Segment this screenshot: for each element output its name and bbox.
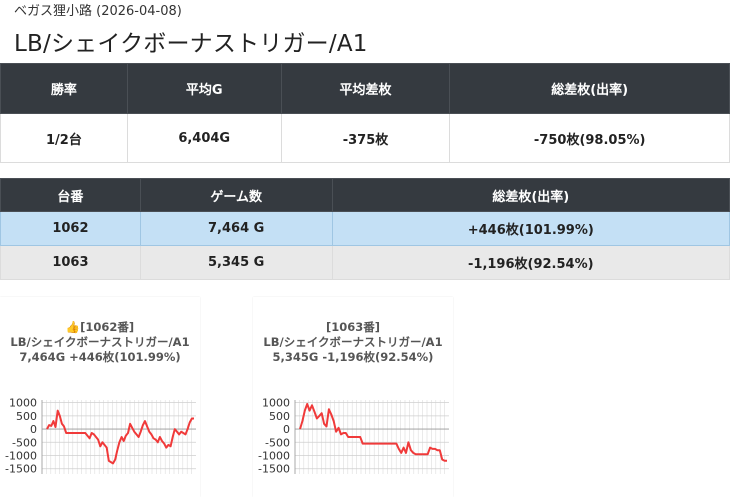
page-title: LB/シェイクボーナストリガー/A1 <box>14 31 368 57</box>
y-tick-label: 0 <box>30 423 37 436</box>
series-line <box>46 409 194 465</box>
machine-games: 5,345 G <box>139 245 333 280</box>
graph-caption: [1063番] LB/シェイクボーナストリガー/A1 5,345G -1,196… <box>253 320 453 365</box>
machine-number[interactable]: 1062 <box>0 211 141 246</box>
series-line <box>299 403 447 462</box>
table-row[interactable]: 1062 7,464 G +446枚(101.99%) <box>0 211 730 246</box>
graph-caption-stats: 5,345G -1,196枚(92.54%) <box>272 350 434 364</box>
machine-header-row: 台番 ゲーム数 総差枚(出率) <box>0 178 730 212</box>
graph-caption-machine: 👍[1062番] <box>65 320 135 334</box>
graph-caption-stats: 7,464G +446枚(101.99%) <box>19 350 181 364</box>
y-tick-label: 1000 <box>262 397 290 410</box>
machine-total: -1,196枚(92.54%) <box>331 245 730 280</box>
table-row[interactable]: 1063 5,345 G -1,196枚(92.54%) <box>0 245 730 280</box>
machine-number[interactable]: 1063 <box>0 245 141 280</box>
y-tick-label: -1000 <box>5 450 37 463</box>
graph-caption: 👍[1062番] LB/シェイクボーナストリガー/A1 7,464G +446枚… <box>0 320 200 365</box>
graph-caption-model: LB/シェイクボーナストリガー/A1 <box>10 335 190 349</box>
header-avg-diff: 平均差枚 <box>280 63 451 114</box>
header-avg-games: 平均G <box>126 63 282 114</box>
machine-table: 台番 ゲーム数 総差枚(出率) 1062 7,464 G +446枚(101.9… <box>0 178 730 280</box>
value-win-rate: 1/2台 <box>0 113 128 163</box>
header-total-diff: 総差枚(出率) <box>449 63 730 114</box>
y-tick-label: 500 <box>16 410 37 423</box>
machine-total: +446枚(101.99%) <box>331 211 730 246</box>
graph-card-1062[interactable]: 1000 500 0 -500 -1000 -1500 👍[1062番] LB/シェイクボ… <box>0 297 200 497</box>
summary-value-row: 1/2台 6,404G -375枚 -750枚(98.05%) <box>0 113 730 163</box>
header-machine-number: 台番 <box>0 178 141 212</box>
y-tick-label: 500 <box>269 410 290 423</box>
hall-date-subtitle: ベガス狸小路 (2026-04-08) <box>14 4 182 19</box>
y-tick-label: -500 <box>12 436 37 449</box>
value-total-diff: -750枚(98.05%) <box>449 113 730 163</box>
y-tick-label: 0 <box>283 423 290 436</box>
summary-table: 勝率 平均G 平均差枚 総差枚(出率) 1/2台 6,404G -375枚 -7… <box>0 63 730 163</box>
y-tick-label: -500 <box>265 436 290 449</box>
y-tick-label: -1500 <box>5 463 37 476</box>
machine-games: 7,464 G <box>139 211 333 246</box>
header-win-rate: 勝率 <box>0 63 128 114</box>
graph-caption-machine: [1063番] <box>325 320 381 334</box>
y-tick-label: 1000 <box>9 397 37 410</box>
y-tick-label: -1000 <box>258 450 290 463</box>
header-game-count: ゲーム数 <box>139 178 333 212</box>
graph-card-1063[interactable]: 1000 500 0 -500 -1000 -1500 [1063番] LB/シェイクボー… <box>253 297 453 497</box>
header-machine-total-diff: 総差枚(出率) <box>331 178 730 212</box>
graph-caption-model: LB/シェイクボーナストリガー/A1 <box>263 335 443 349</box>
y-tick-label: -1500 <box>258 463 290 476</box>
value-avg-games: 6,404G <box>126 113 282 163</box>
value-avg-diff: -375枚 <box>280 113 451 163</box>
summary-header-row: 勝率 平均G 平均差枚 総差枚(出率) <box>0 63 730 114</box>
